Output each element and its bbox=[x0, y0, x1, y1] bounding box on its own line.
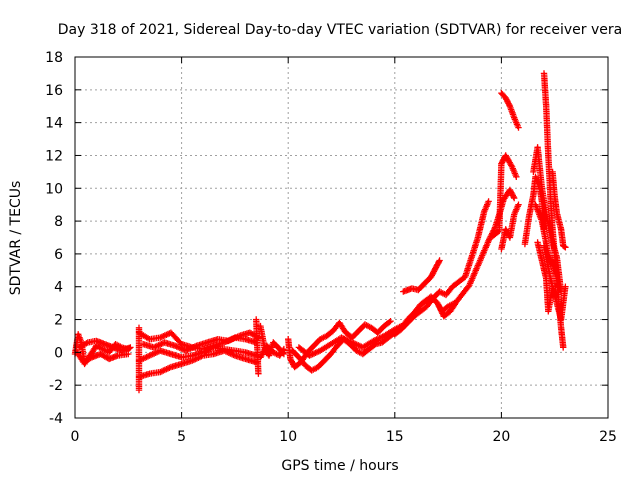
y-tick-label: -2 bbox=[49, 378, 63, 394]
y-tick-label: 10 bbox=[45, 181, 63, 197]
x-axis-label: GPS time / hours bbox=[281, 458, 398, 474]
y-tick-label: 14 bbox=[45, 116, 63, 132]
y-tick-label: 6 bbox=[54, 247, 63, 263]
x-tick-label: 5 bbox=[177, 429, 186, 445]
x-tick-label: 20 bbox=[492, 429, 510, 445]
data-points bbox=[71, 70, 569, 394]
y-tick-label: 4 bbox=[54, 280, 63, 296]
x-tick-label: 25 bbox=[599, 429, 617, 445]
y-tick-label: 16 bbox=[45, 83, 63, 99]
y-tick-label: 18 bbox=[45, 50, 63, 66]
plot-frame bbox=[74, 56, 609, 419]
chart-title: Day 318 of 2021, Sidereal Day-to-day VTE… bbox=[58, 22, 622, 38]
x-tick-label: 15 bbox=[386, 429, 404, 445]
y-tick-label: 8 bbox=[54, 214, 63, 230]
x-tick-label: 0 bbox=[71, 429, 80, 445]
y-tick-label: -4 bbox=[49, 411, 63, 427]
y-tick-label: 2 bbox=[54, 313, 63, 329]
gridlines bbox=[75, 57, 608, 418]
y-tick-label: 12 bbox=[45, 148, 63, 164]
sdtvar-markers bbox=[71, 70, 569, 394]
y-tick-label: 0 bbox=[54, 345, 63, 361]
axis-ticks: 0 5 10 15 20 25 -4 -2 0 2 4 6 8 10 12 14 16 18 bbox=[45, 50, 617, 445]
y-axis-label: SDTVAR / TECUs bbox=[8, 181, 24, 296]
x-tick-label: 10 bbox=[279, 429, 297, 445]
